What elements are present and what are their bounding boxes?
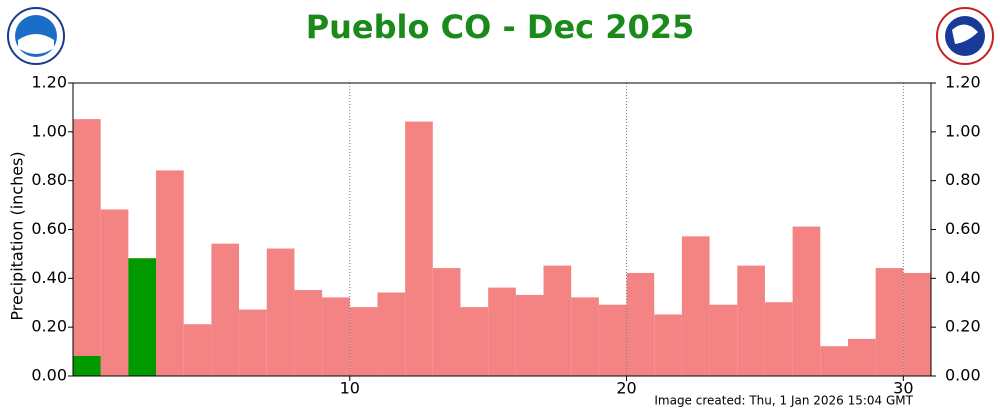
bar <box>294 290 323 377</box>
bar <box>543 265 572 377</box>
bar <box>266 248 295 377</box>
bar <box>460 307 489 377</box>
bar <box>100 209 129 377</box>
footer: Image created: Thu, 1 Jan 2026 15:04 GMT <box>654 394 913 408</box>
y-tick-label: 0.20 <box>31 317 67 336</box>
y2-tick-label: 0.60 <box>945 219 981 238</box>
nws-logo <box>936 7 994 65</box>
chart-title: Pueblo CO - Dec 2025 <box>306 8 695 46</box>
bar <box>73 119 101 377</box>
bar <box>737 265 765 377</box>
y2-tick-label: 1.00 <box>945 121 981 140</box>
bar <box>903 272 931 377</box>
bar <box>681 236 710 377</box>
bar <box>405 121 433 377</box>
bar <box>211 243 240 377</box>
y-tick-label: 1.00 <box>31 121 67 140</box>
y-tick-label: 0.80 <box>31 170 67 189</box>
y-tick-label: 1.20 <box>31 73 67 92</box>
bar <box>598 304 627 377</box>
bar <box>239 309 267 377</box>
x-tick-label: 20 <box>616 379 636 398</box>
y-tick-label: 0.00 <box>31 366 67 385</box>
bar <box>156 170 184 377</box>
bar <box>847 338 876 377</box>
bar <box>183 324 212 377</box>
bar <box>515 294 544 377</box>
bar <box>432 268 461 377</box>
y-tick-label: 0.40 <box>31 268 67 287</box>
bar <box>764 302 793 377</box>
bar <box>654 314 682 377</box>
y-axis-label: Precipitation (inches) <box>8 151 27 320</box>
noaa-logo <box>7 7 65 65</box>
y2-tick-label: 1.20 <box>945 73 981 92</box>
x-tick-label: 30 <box>893 379 913 398</box>
y2-tick-label: 0.00 <box>945 366 981 385</box>
bar <box>571 297 599 377</box>
bar <box>322 297 350 377</box>
bar <box>792 226 821 377</box>
bar <box>377 292 406 377</box>
y2-tick-label: 0.40 <box>945 268 981 287</box>
bar <box>626 272 655 377</box>
y2-tick-label: 0.80 <box>945 170 981 189</box>
bar <box>875 268 904 377</box>
y-tick-label: 0.60 <box>31 219 67 238</box>
bar <box>73 355 101 377</box>
bar <box>488 287 516 377</box>
y2-tick-label: 0.20 <box>945 317 981 336</box>
x-tick-label: 10 <box>340 379 360 398</box>
bar <box>820 346 848 377</box>
bar <box>349 307 378 377</box>
bar <box>709 304 738 377</box>
bar <box>128 258 157 377</box>
